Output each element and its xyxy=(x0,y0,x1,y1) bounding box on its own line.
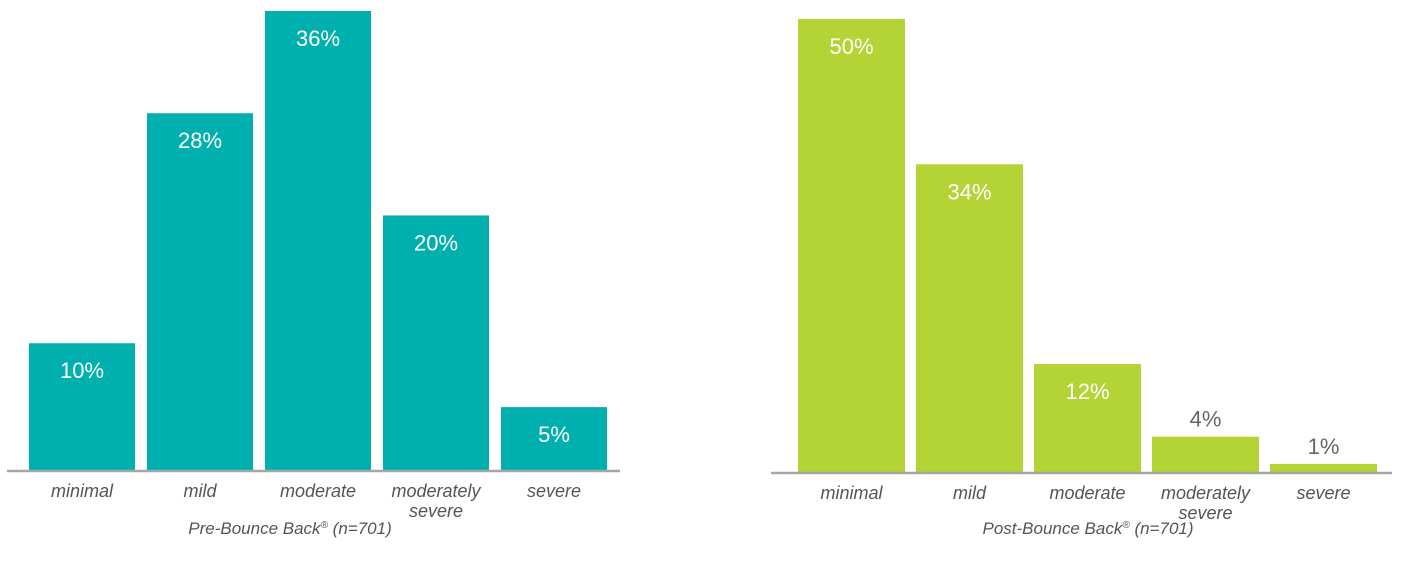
post-category-line: minimal xyxy=(820,483,883,503)
post-category-label-moderate: moderate xyxy=(1049,483,1125,503)
pre-bar-moderate xyxy=(265,11,371,471)
post-bar-severe xyxy=(1270,463,1377,473)
caption-text: Pre-Bounce Back xyxy=(188,519,322,538)
sample-size: (n=701) xyxy=(328,519,392,538)
pre-category-line: severe xyxy=(409,501,463,521)
pre-chart-caption: Pre-Bounce Back® (n=701) xyxy=(188,519,391,538)
post-value-label-minimal: 50% xyxy=(829,34,873,59)
post-bar-minimal xyxy=(798,19,905,473)
post-value-label-moderate: 12% xyxy=(1065,379,1109,404)
post-chart-caption: Post-Bounce Back® (n=701) xyxy=(982,519,1193,538)
pre-value-label-severe: 5% xyxy=(538,422,570,447)
pre-category-label-severe: severe xyxy=(527,481,581,501)
post-bounce-back-chart: 50% minimal 34% mild 12% moderate 4% moderately… xyxy=(771,19,1392,538)
post-bar-moderately-severe xyxy=(1152,436,1259,473)
post-category-line: moderately xyxy=(1161,483,1251,503)
caption-text: Post-Bounce Back xyxy=(982,519,1123,538)
post-bar-moderate xyxy=(1034,364,1141,473)
pre-value-label-minimal: 10% xyxy=(60,358,104,383)
pre-category-line: moderately xyxy=(391,481,481,501)
pre-category-line: moderate xyxy=(280,481,356,501)
post-category-line: severe xyxy=(1296,483,1350,503)
registered-mark: ® xyxy=(1122,520,1130,531)
pre-category-label-moderately-severe: moderately severe xyxy=(391,481,481,521)
pre-category-line: mild xyxy=(183,481,217,501)
pre-category-line: minimal xyxy=(51,481,114,501)
post-category-line: moderate xyxy=(1049,483,1125,503)
pre-bounce-back-chart: 10% minimal 28% mild 36% moderate 20% moderatel… xyxy=(7,11,620,538)
pre-category-line: severe xyxy=(527,481,581,501)
pre-bar-severe xyxy=(501,407,607,471)
pre-bar-moderately-severe xyxy=(383,215,489,471)
pre-value-label-mild: 28% xyxy=(178,128,222,153)
pre-value-label-moderate: 36% xyxy=(296,26,340,51)
post-value-label-severe: 1% xyxy=(1308,434,1340,459)
post-bar-mild xyxy=(916,164,1023,473)
pre-category-label-moderate: moderate xyxy=(280,481,356,501)
pre-value-label-moderately-severe: 20% xyxy=(414,230,458,255)
post-value-label-moderately-severe: 4% xyxy=(1190,407,1222,432)
post-category-label-mild: mild xyxy=(953,483,987,503)
pre-bar-mild xyxy=(147,113,253,471)
pre-bar-minimal xyxy=(29,343,135,471)
post-value-label-mild: 34% xyxy=(947,179,991,204)
pre-category-label-mild: mild xyxy=(183,481,217,501)
sample-size: (n=701) xyxy=(1130,519,1194,538)
post-category-label-severe: severe xyxy=(1296,483,1350,503)
post-category-line: severe xyxy=(1178,503,1232,523)
post-category-label-minimal: minimal xyxy=(820,483,883,503)
post-category-line: mild xyxy=(953,483,987,503)
post-category-label-moderately-severe: moderately severe xyxy=(1161,483,1251,523)
registered-mark: ® xyxy=(321,520,329,531)
pre-category-label-minimal: minimal xyxy=(51,481,114,501)
